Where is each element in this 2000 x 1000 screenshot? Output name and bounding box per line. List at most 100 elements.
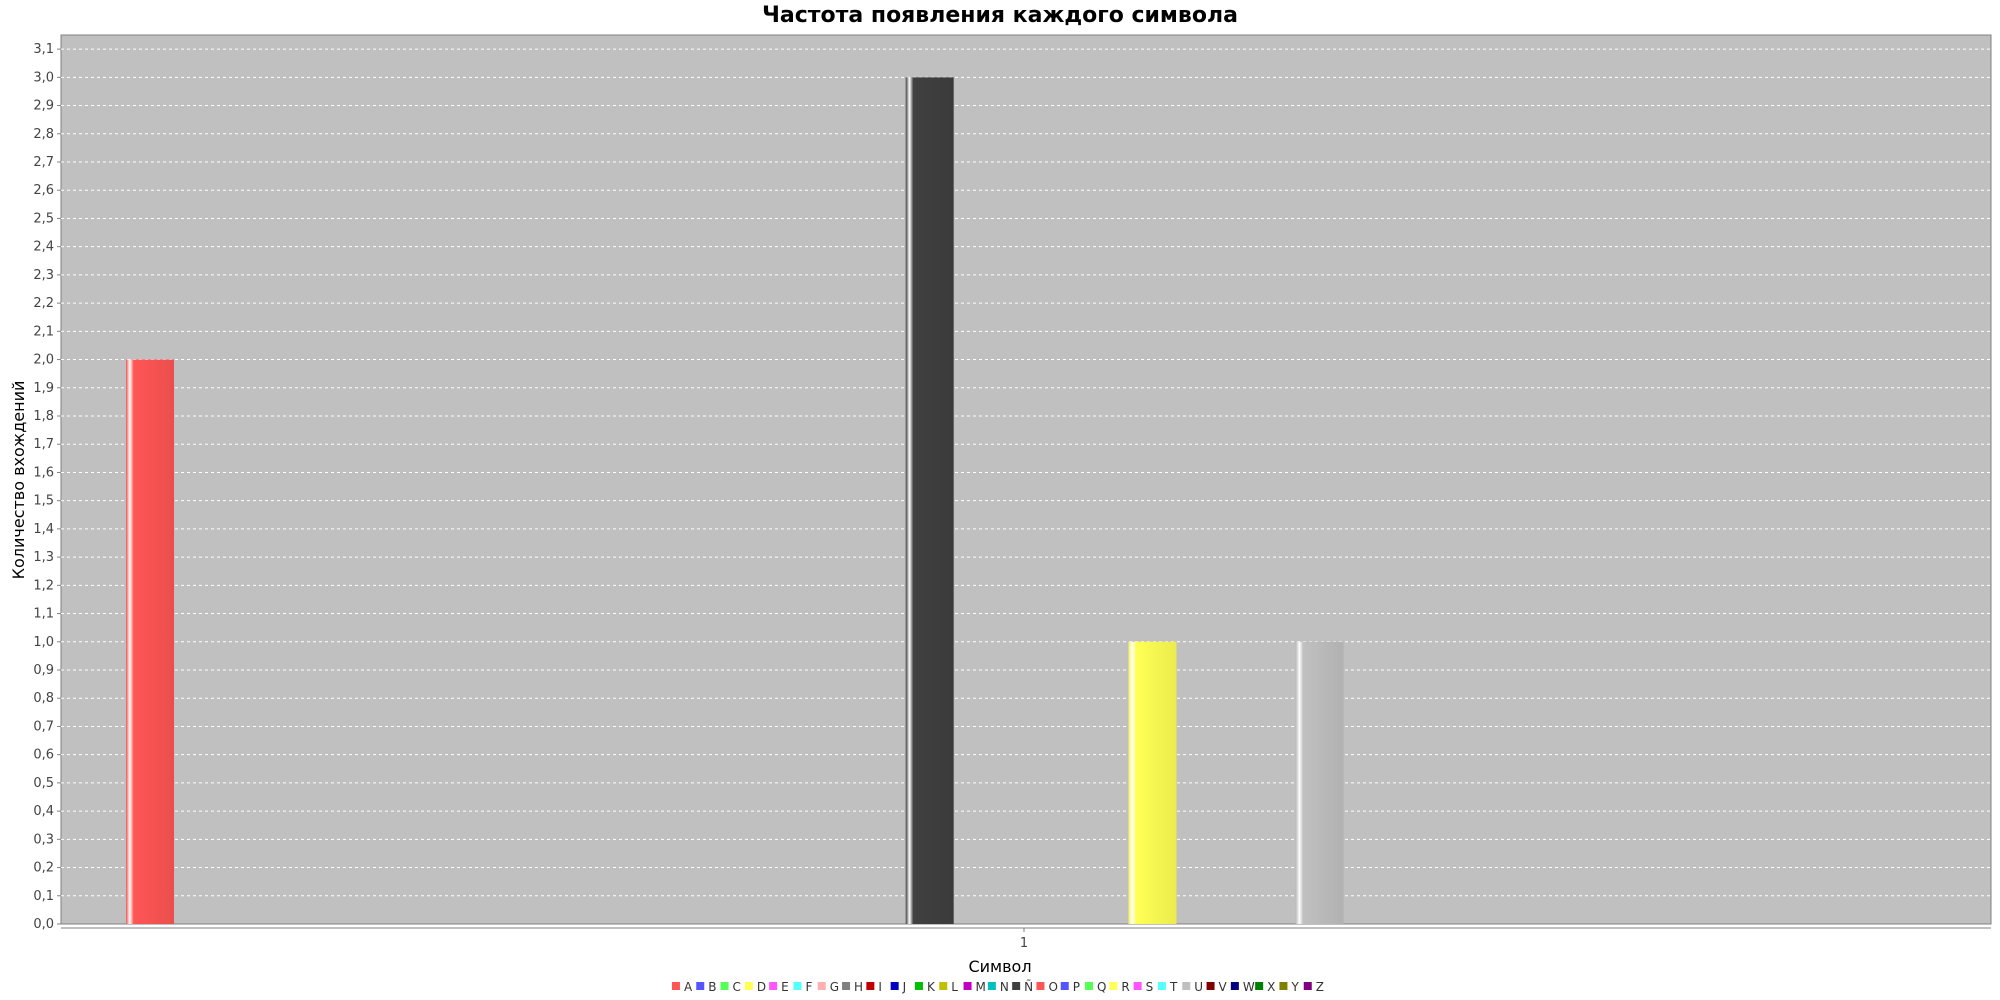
- legend-label: U: [1194, 980, 1203, 994]
- legend-swatch: [1060, 982, 1069, 990]
- x-tick-label: 1: [1020, 936, 1028, 951]
- legend-swatch: [987, 982, 996, 990]
- y-tick-label: 0,6: [33, 748, 54, 763]
- legend-swatch: [817, 982, 826, 990]
- legend-swatch: [866, 982, 875, 990]
- legend-label: Z: [1316, 980, 1324, 994]
- y-tick-label: 2,8: [33, 127, 54, 142]
- y-tick-label: 1,1: [33, 607, 54, 622]
- y-tick-label: 1,2: [33, 578, 54, 593]
- bar-A: [126, 359, 174, 924]
- legend-swatch: [1036, 982, 1045, 990]
- x-axis-label: Символ: [968, 957, 1031, 976]
- legend-swatch: [696, 982, 705, 990]
- legend-swatch: [1085, 982, 1094, 990]
- y-tick-label: 1,5: [33, 494, 54, 509]
- legend-swatch: [1230, 982, 1239, 990]
- y-tick-label: 3,1: [33, 42, 54, 57]
- legend-swatch: [1109, 982, 1118, 990]
- y-tick-label: 2,5: [33, 211, 54, 226]
- y-tick-label: 1,0: [33, 635, 54, 650]
- y-tick-label: 0,5: [33, 776, 54, 791]
- legend-swatch: [1157, 982, 1166, 990]
- y-tick-label: 2,2: [33, 296, 54, 311]
- legend-label: X: [1267, 980, 1275, 994]
- gridlines: [61, 48, 1991, 897]
- y-tick-label: 0,9: [33, 663, 54, 678]
- y-tick-label: 0,0: [33, 917, 54, 932]
- legend-swatch: [1133, 982, 1142, 990]
- legend-label: B: [708, 980, 716, 994]
- y-tick-label: 1,8: [33, 409, 54, 424]
- legend-swatch: [1182, 982, 1191, 990]
- bars: [126, 77, 1344, 925]
- legend-swatch: [914, 982, 923, 990]
- legend-label: Q: [1097, 980, 1106, 994]
- legend-swatch: [793, 982, 802, 990]
- y-tick-label: 0,1: [33, 889, 54, 904]
- legend-label: F: [805, 980, 812, 994]
- y-tick-label: 1,9: [33, 381, 54, 396]
- legend-swatch: [1303, 982, 1312, 990]
- chart-title: Частота появления каждого символа: [762, 3, 1238, 28]
- legend-label: M: [976, 980, 986, 994]
- y-tick-label: 2,6: [33, 183, 54, 198]
- y-tick-label: 2,3: [33, 268, 54, 283]
- legend-label: J: [902, 980, 907, 994]
- legend-label: R: [1121, 980, 1129, 994]
- x-axis-ticks: 1: [1020, 928, 1028, 951]
- legend-swatch: [939, 982, 948, 990]
- legend-swatch: [1012, 982, 1021, 990]
- legend-label: D: [757, 980, 766, 994]
- legend-swatch: [842, 982, 851, 990]
- legend-label: V: [1219, 980, 1228, 994]
- legend-label: E: [781, 980, 789, 994]
- legend-label: G: [830, 980, 839, 994]
- legend-label: N: [1000, 980, 1009, 994]
- y-tick-label: 0,2: [33, 861, 54, 876]
- legend-label: S: [1146, 980, 1154, 994]
- legend-swatch: [671, 982, 680, 990]
- legend-swatch: [720, 982, 729, 990]
- legend-swatch: [890, 982, 899, 990]
- legend-label: Ñ: [1024, 979, 1033, 994]
- legend-label: W: [1243, 980, 1255, 994]
- bar-R: [1128, 641, 1177, 924]
- bar-Ñ: [905, 77, 954, 925]
- legend-swatch: [1255, 982, 1264, 990]
- y-tick-label: 1,6: [33, 465, 54, 480]
- legend-label: O: [1048, 980, 1057, 994]
- legend-label: H: [854, 980, 863, 994]
- legend-swatch: [769, 982, 778, 990]
- y-tick-label: 2,7: [33, 155, 54, 170]
- y-tick-label: 1,3: [33, 550, 54, 565]
- y-tick-label: 1,7: [33, 437, 54, 452]
- legend-label: C: [733, 980, 741, 994]
- y-tick-label: 2,1: [33, 324, 54, 339]
- y-tick-label: 2,0: [33, 353, 54, 368]
- y-tick-label: 0,3: [33, 832, 54, 847]
- plot-area: [60, 34, 1992, 925]
- legend-label: T: [1169, 980, 1178, 994]
- legend-label: A: [684, 980, 693, 994]
- y-axis-label: Количество вхождений: [9, 381, 28, 580]
- legend-label: P: [1073, 980, 1080, 994]
- y-tick-label: 2,9: [33, 99, 54, 114]
- legend-label: Y: [1290, 980, 1299, 994]
- legend-swatch: [744, 982, 753, 990]
- y-tick-label: 0,8: [33, 691, 54, 706]
- y-tick-label: 3,0: [33, 70, 54, 85]
- bar-U: [1295, 641, 1344, 924]
- legend-label: L: [951, 980, 958, 994]
- legend-swatch: [1279, 982, 1288, 990]
- legend-label: I: [878, 980, 882, 994]
- y-tick-label: 0,4: [33, 804, 54, 819]
- y-tick-label: 2,4: [33, 240, 54, 255]
- y-tick-label: 1,4: [33, 522, 54, 537]
- legend-swatch: [963, 982, 972, 990]
- y-tick-label: 0,7: [33, 719, 54, 734]
- legend-swatch: [1206, 982, 1215, 990]
